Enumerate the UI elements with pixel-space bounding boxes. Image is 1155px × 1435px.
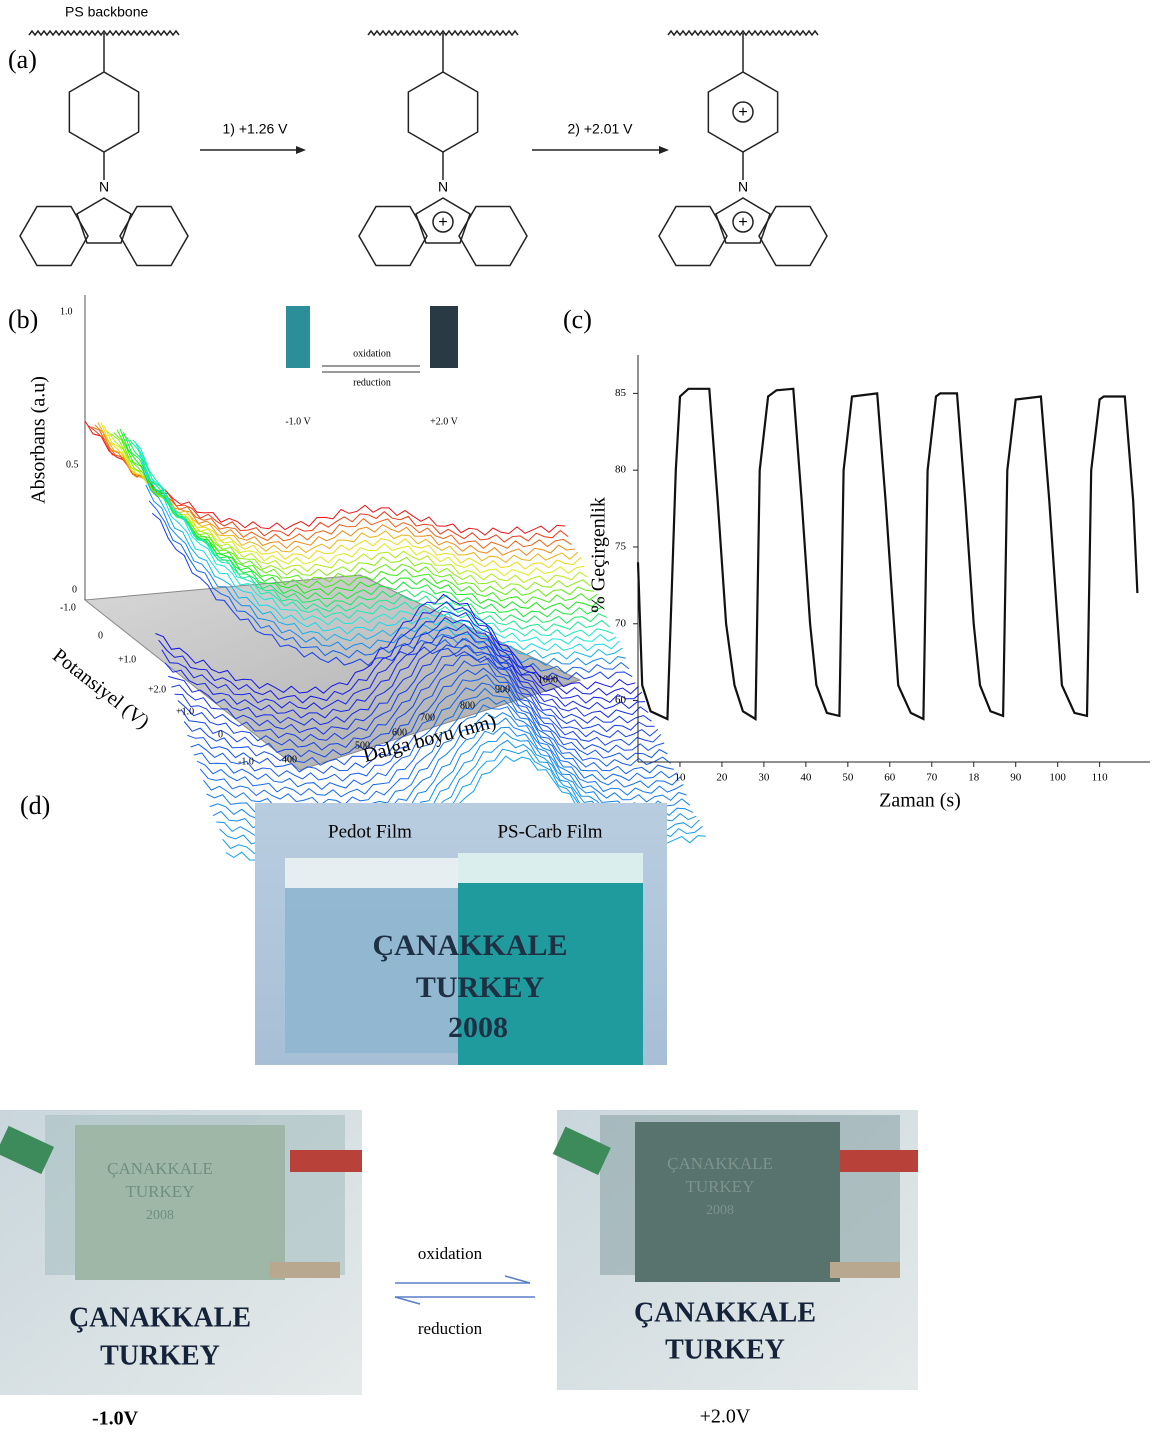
x-tick-label: 10 [674,772,686,784]
potential-label: +2.0V [700,1406,751,1428]
x-tick-label: 70 [926,772,938,784]
inset-text: -1.0 V [285,416,311,427]
photo-text: TURKEY [126,1182,195,1201]
inset-text: +2.0 V [430,416,458,427]
potential-label: -1.0V [92,1408,139,1430]
arrow-label: oxidation [418,1244,483,1263]
y-tick-label: 75 [615,541,627,553]
charge: + [438,214,447,231]
structures: N N + N + + [20,31,827,265]
x-tick-label: 30 [758,772,770,784]
clip [270,1262,340,1278]
x-tick-label: 1000 [538,674,558,685]
y-tick-label: 0.5 [66,459,79,470]
ring [69,72,138,152]
clip [830,1262,900,1278]
charge: + [738,214,747,231]
film [458,853,643,883]
x-tick-label: 110 [1092,772,1109,784]
film [635,1122,840,1282]
x-tick-label: 50 [842,772,854,784]
photo-text: ÇANAKKALE [69,1302,251,1333]
figure: (a) PS backbone 1) +1.26 V 2) +2.01 V NN… [0,0,1155,1435]
atom: N [738,179,748,195]
photo-text: ÇANAKKALE [667,1154,773,1173]
x-tick-label: 100 [1049,772,1066,784]
inset-vial [430,306,458,368]
chart: 60 70 75 80 85 10 20 30 40 50 60 70 18 90 100 110 Zaman … [588,355,1150,812]
x-tick-label: 700 [420,712,435,723]
inset-vial [286,306,310,368]
z-tick-label: +2.0 [148,684,166,695]
inset-text: reduction [353,377,391,388]
x-tick-label: 600 [392,727,407,738]
photo-text: 2008 [146,1208,174,1223]
panel-label: (d) [20,791,50,820]
photo-text: ÇANAKKALE [634,1297,816,1328]
x-tick-label: 20 [716,772,728,784]
z-tick-label: +1.0 [176,706,194,717]
y-tick-label: 70 [615,617,627,629]
photo-text: TURKEY [100,1340,220,1371]
x-tick-label: 400 [282,754,297,765]
charge: + [738,104,747,121]
film-label: Pedot Film [328,821,412,842]
z-tick-label: -1.0 [60,602,76,613]
film [285,858,465,888]
arrow-head [505,1276,530,1283]
y-tick-label: 85 [615,387,627,399]
clip [290,1150,362,1172]
y-tick-label: 80 [615,464,627,476]
photo-text: TURKEY [665,1334,785,1365]
y-axis-title: % Geçirgenlik [588,497,610,613]
panel-label: (b) [8,305,38,334]
y-axis-title: Absorbans (a.u) [28,376,50,504]
x-tick-label: 90 [1010,772,1022,784]
y-tick-label: 1.0 [60,306,73,317]
line [638,389,1137,719]
inset-text: oxidation [353,348,391,359]
x-tick-label: 500 [355,740,370,751]
film-label: PS-Carb Film [497,821,602,842]
z-tick-label: 0 [218,729,223,740]
photo-text: TURKEY [416,971,545,1004]
arrow-head [395,1297,420,1304]
step-label: 1) +1.26 V [223,121,289,137]
ring [408,72,477,152]
z-axis-title: Potansiyel (V) [48,644,153,733]
x-tick-label: 800 [460,700,475,711]
photo-text: ÇANAKKALE [107,1159,213,1178]
z-tick-label: 0 [98,630,103,641]
spectrum-line [85,421,565,535]
x-tick-label: 60 [884,772,896,784]
x-tick-label: 18 [968,772,980,784]
z-tick-label: -1.0 [238,756,254,767]
ring [77,198,131,243]
spectrum-line [107,431,587,582]
film [75,1125,285,1280]
atom: N [438,179,448,195]
photo-text: 2008 [706,1203,734,1218]
arrow-head [296,146,306,154]
panel-label: (a) [8,45,37,74]
clip [840,1150,918,1172]
atom: N [99,179,109,195]
x-tick-label: 900 [495,684,510,695]
step-label: 2) +2.01 V [568,121,634,137]
z-tick-label: +1.0 [118,654,136,665]
panel-label: (c) [563,305,592,334]
spectrum-line [88,426,568,543]
y-tick-label: 60 [615,694,627,706]
x-axis-title: Zaman (s) [879,790,961,812]
spectrum-line [91,427,571,549]
photo-text: 2008 [448,1011,508,1044]
photo-text: TURKEY [686,1177,755,1196]
x-tick-label: 40 [800,772,812,784]
backbone-label: PS backbone [65,4,148,20]
photo-text: ÇANAKKALE [372,929,567,962]
arrow-label: reduction [418,1319,483,1338]
y-tick-label: 0 [72,584,77,595]
arrow-head [659,146,669,154]
